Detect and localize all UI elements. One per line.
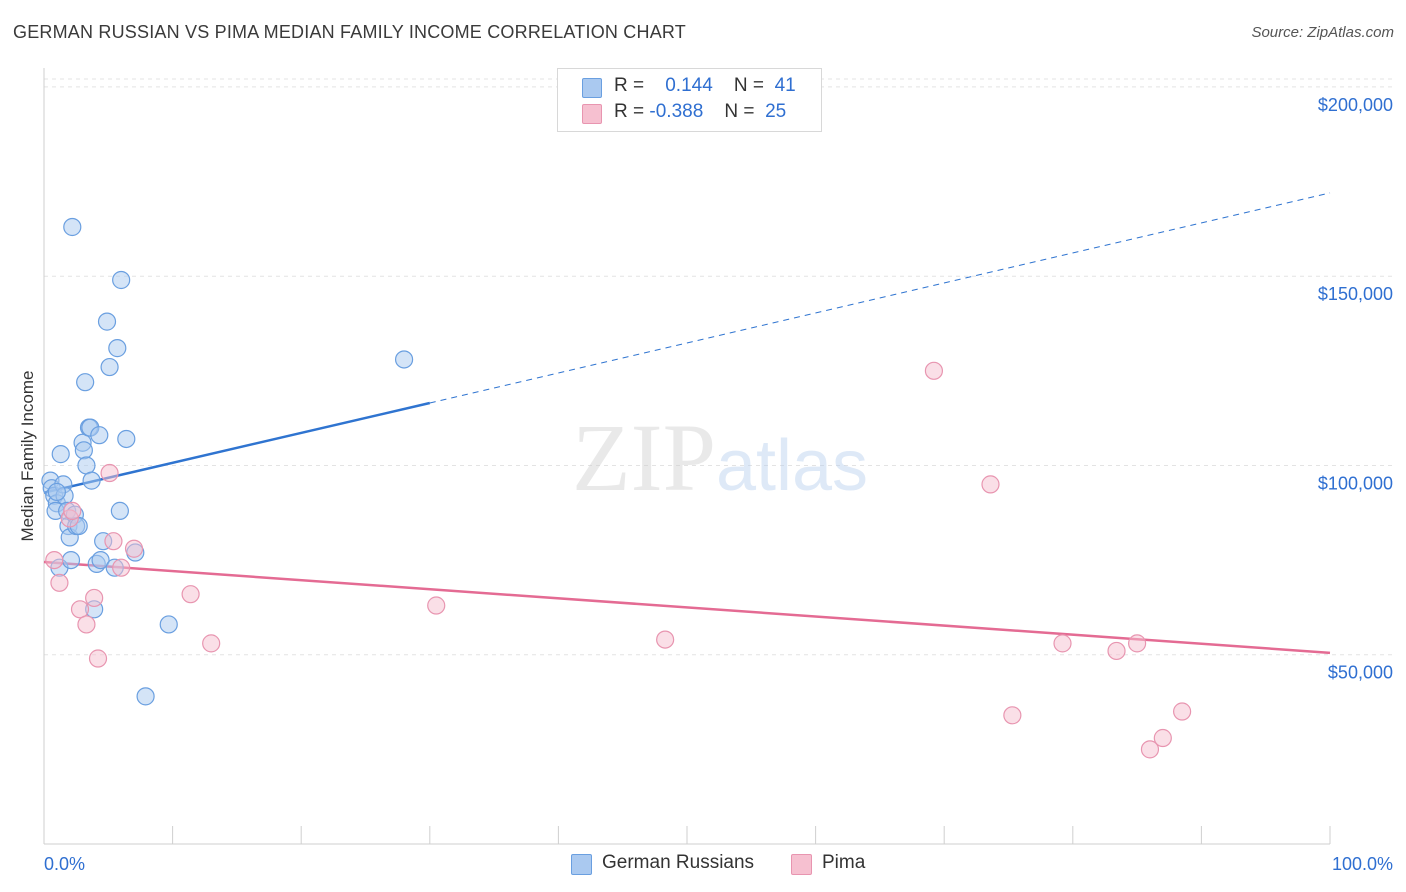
pima-point <box>50 573 69 592</box>
pink-swatch <box>791 854 812 875</box>
correlation-legend: R = 0.144 N = 41 R = -0.388 N = 25 <box>557 68 822 132</box>
pima-point <box>85 588 104 608</box>
watermark: ZIPatlas <box>572 404 868 511</box>
pima-point <box>924 361 944 380</box>
grid-lines <box>44 78 1395 656</box>
data-points <box>41 217 1192 759</box>
pima-trend <box>43 560 1331 655</box>
german-russians-point <box>394 350 414 369</box>
n-label: N = <box>733 75 765 96</box>
german-russians-point <box>97 312 117 331</box>
pink-swatch <box>582 104 602 124</box>
legend-label: Pima <box>822 852 866 873</box>
y-tick-label: $200,000 <box>1318 95 1393 115</box>
pima-point <box>1053 634 1072 653</box>
german-russians-point <box>159 615 178 634</box>
n-label: N = <box>724 101 755 122</box>
pima-point <box>45 550 64 570</box>
pima-point <box>63 501 82 520</box>
german-russians-point <box>90 426 109 445</box>
german-russians-point <box>108 339 127 358</box>
german-russians-point <box>117 429 136 449</box>
watermark-zip: ZIP <box>572 404 716 511</box>
pima-point <box>656 630 675 649</box>
y-tick-label: $100,000 <box>1318 473 1393 493</box>
r-label: R = <box>614 75 645 96</box>
german-russians-point <box>61 550 81 570</box>
german-russians-point <box>136 687 155 706</box>
pima-point <box>1107 641 1126 661</box>
pima-point <box>104 532 123 551</box>
pima-point <box>427 596 446 615</box>
german-russians-point <box>63 217 82 237</box>
legend-label: German Russians <box>602 852 755 873</box>
pima-point <box>70 600 90 619</box>
blue-swatch <box>582 78 602 98</box>
x-tick-label: 0.0% <box>44 854 85 874</box>
axis-labels: $50,000 $100,000 $150,000 $200,000 0.0% 100.0… <box>18 95 1393 874</box>
y-tick-label: $50,000 <box>1328 663 1393 683</box>
pima-point <box>181 585 200 604</box>
r-value: 0.144 <box>665 75 713 96</box>
pima-point <box>981 475 1000 494</box>
pima-point <box>202 634 221 653</box>
german-russians-point <box>76 373 95 392</box>
pima-point <box>1003 706 1022 725</box>
german-russians-point <box>112 270 131 290</box>
chart-title: GERMAN RUSSIAN VS PIMA MEDIAN FAMILY INC… <box>13 22 686 42</box>
source-label: Source: ZipAtlas.com <box>1251 24 1394 41</box>
german-russians-trend <box>43 401 431 494</box>
german-russians-point <box>47 482 66 502</box>
german-russians-point <box>51 445 70 464</box>
n-value: 25 <box>765 101 787 122</box>
pima-point <box>1173 702 1192 721</box>
pima-point <box>112 558 131 577</box>
y-axis-label: Median Family Income <box>18 370 37 541</box>
pima-point <box>100 463 119 483</box>
german-russians-point <box>77 456 96 475</box>
german-russians-point <box>91 550 110 570</box>
r-label: R = <box>614 101 645 122</box>
pima-point <box>77 615 96 634</box>
r-value: -0.388 <box>649 101 704 122</box>
watermark-atlas: atlas <box>716 426 868 506</box>
pima-point <box>1153 728 1172 748</box>
n-value: 41 <box>774 75 796 96</box>
y-tick-label: $150,000 <box>1318 284 1393 304</box>
pima-point <box>1127 634 1147 653</box>
blue-swatch <box>571 854 592 875</box>
axes <box>43 68 1331 845</box>
x-tick-label: 100.0% <box>1332 854 1393 874</box>
german-russians-point <box>110 501 129 520</box>
german-russians-point <box>82 471 101 490</box>
pima-point <box>124 539 144 558</box>
german-russians-trend-extension <box>429 192 1331 404</box>
german-russians-point <box>100 357 119 377</box>
pima-point <box>88 649 108 668</box>
pima-point <box>1140 740 1160 759</box>
german-russians-point <box>74 441 93 460</box>
